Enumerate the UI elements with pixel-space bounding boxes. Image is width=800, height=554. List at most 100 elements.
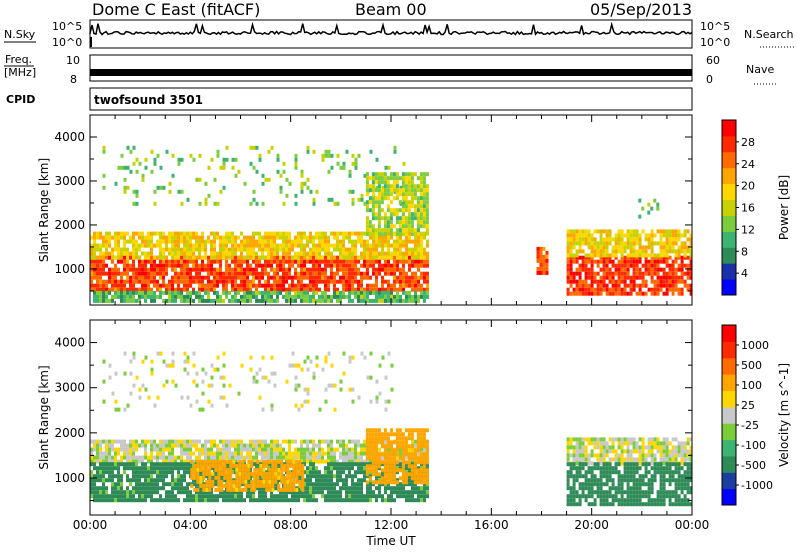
echo-cell [117,474,120,479]
echo-cell [626,271,630,276]
echo-cell [114,474,117,479]
echo-cell [132,287,135,292]
echo-cell [396,486,399,491]
echo-cell [286,471,290,476]
echo-cell [90,482,93,487]
echo-cell [596,283,600,288]
echo-cell [150,482,153,487]
echo-cell [171,231,174,236]
echo-cell [99,294,102,299]
echo-cell [629,229,633,234]
echo-cell [386,432,390,437]
echo-cell [605,233,609,238]
echo-cell [159,455,162,460]
echo-cell [102,451,105,456]
echo-cell [262,463,266,468]
echo-cell [117,462,120,467]
colorbar-segment [722,151,736,169]
echo-cell [183,443,186,448]
echo-cell [309,478,312,483]
echo-cell [411,498,414,503]
echo-cell [298,459,302,464]
echo-cell [321,290,324,295]
echo-cell [371,436,375,441]
echo-cell [261,239,264,244]
echo-cell [288,255,291,260]
echo-cell [234,447,237,452]
echo-cell [277,475,281,480]
echo-cell [301,483,305,488]
echo-cell [192,243,195,248]
echo-cell [324,451,327,456]
echo-cell [324,283,327,288]
echo-cell [186,251,189,256]
echo-cell [258,443,261,448]
echo-cell [401,212,405,217]
echo-cell [327,239,330,244]
echo-cell [566,287,570,292]
echo-cell [626,259,630,264]
echo-cell [231,498,234,503]
echo-cell [300,247,303,252]
freq-series [90,69,692,76]
echo-cell [542,246,546,251]
echo-cell [363,298,366,303]
echo-cell [425,184,429,189]
echo-cell [638,249,642,254]
echo-cell [420,447,423,452]
echo-cell [120,294,123,299]
echo-cell [267,498,270,503]
echo-cell [423,263,426,268]
echo-cell [265,487,269,492]
echo-cell [96,459,99,464]
echo-cell [264,267,267,272]
echo-cell [393,486,396,491]
echo-cell [536,246,540,251]
echo-cell [198,451,201,456]
echo-cell [303,263,306,268]
echo-cell [629,279,633,284]
echo-cell [270,447,273,452]
echo-cell [252,490,255,495]
echo-cell [321,275,324,280]
echo-cell [348,490,351,495]
echo-cell [177,279,180,284]
echo-cell [174,255,177,260]
echo-cell [650,259,654,264]
echo-cell [159,255,162,260]
echo-cell [348,474,351,479]
echo-cell [162,478,165,483]
echo-cell [162,239,165,244]
echo-cell [569,271,573,276]
echo-cell [417,239,420,244]
echo-cell [312,451,315,456]
echo-cell [312,459,315,464]
echo-cell [294,193,298,198]
echo-cell [267,275,270,280]
echo-cell [165,490,168,495]
echo-cell [410,476,414,481]
echo-cell [402,279,405,284]
echo-cell [339,451,342,456]
echo-cell [590,255,594,260]
echo-cell [602,245,606,250]
echo-cell [324,263,327,268]
echo-cell [171,486,174,491]
echo-cell [375,294,378,299]
echo-cell [375,239,378,244]
echo-cell [620,249,624,254]
echo-cell [324,478,327,483]
echo-cell [632,237,636,242]
echo-cell [371,188,375,193]
echo-cell [174,298,177,303]
echo-cell [168,447,171,452]
echo-cell [372,490,375,495]
echo-cell [306,259,309,264]
echo-cell [114,294,117,299]
echo-cell [258,157,262,162]
echo-cell [312,197,316,202]
echo-cell [306,474,309,479]
echo-cell [153,275,156,280]
echo-cell [183,279,186,284]
echo-cell [301,463,305,468]
